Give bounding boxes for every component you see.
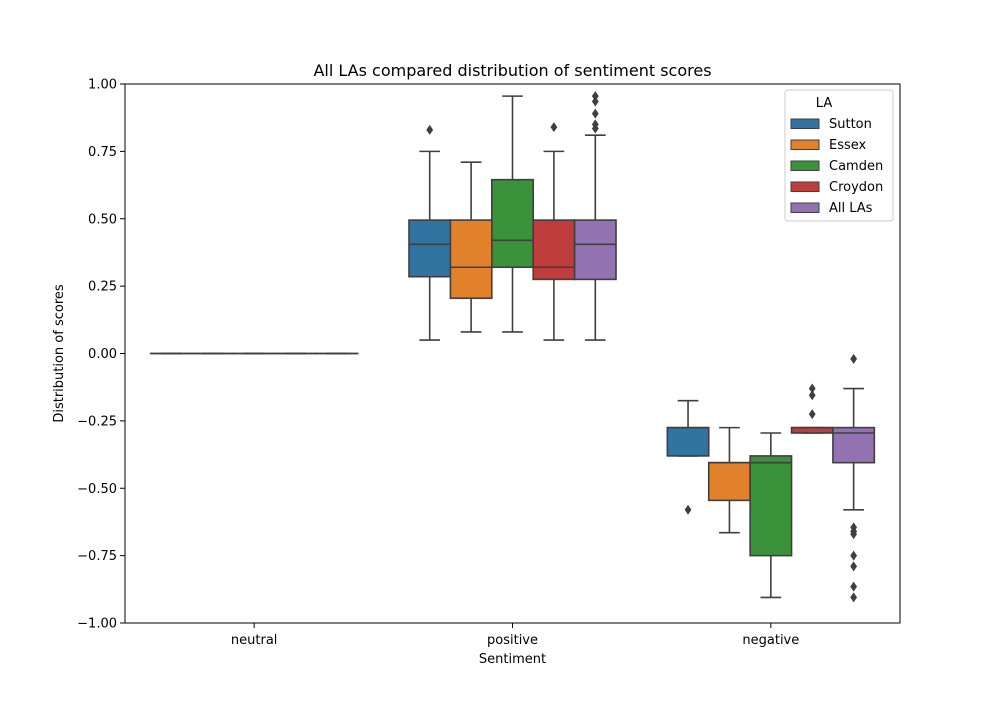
legend-swatch-camden (791, 161, 819, 171)
legend-label-sutton: Sutton (829, 117, 872, 132)
legend: LA Sutton Essex Camden Croydon All LAs (785, 90, 893, 221)
chart-title: All LAs compared distribution of sentime… (313, 61, 711, 80)
legend-label-camden: Camden (829, 159, 883, 174)
x-axis-label: Sentiment (479, 652, 546, 667)
legend-title: LA (816, 96, 833, 111)
legend-label-croydon: Croydon (829, 180, 883, 195)
box-body (750, 456, 791, 556)
box-body (450, 220, 491, 298)
box-body (667, 428, 708, 456)
box-body (709, 463, 750, 501)
y-tick-label: −1.00 (77, 617, 117, 632)
y-tick-label: −0.75 (77, 549, 117, 564)
box-body (792, 428, 833, 433)
y-tick-label: 1.00 (88, 78, 117, 93)
x-tick-label: negative (742, 633, 799, 648)
legend-swatch-sutton (791, 119, 819, 129)
box-body (575, 220, 616, 279)
y-axis-label: Distribution of scores (52, 284, 67, 423)
y-tick-label: −0.25 (77, 414, 117, 429)
legend-label-all-las: All LAs (829, 201, 873, 216)
box-body (533, 220, 574, 279)
y-tick-label: 0.75 (88, 145, 117, 160)
y-tick-label: 0.50 (88, 212, 117, 227)
y-tick-label: −0.50 (77, 482, 117, 497)
box-body (409, 220, 450, 277)
x-tick-label: neutral (231, 633, 278, 648)
legend-swatch-essex (791, 140, 819, 150)
y-tick-label: 0.00 (88, 347, 117, 362)
x-tick-label: positive (487, 633, 538, 648)
legend-label-essex: Essex (829, 138, 867, 153)
box-body (492, 180, 533, 268)
legend-swatch-croydon (791, 182, 819, 192)
legend-swatch-all-las (791, 203, 819, 213)
y-tick-label: 0.25 (88, 280, 117, 295)
